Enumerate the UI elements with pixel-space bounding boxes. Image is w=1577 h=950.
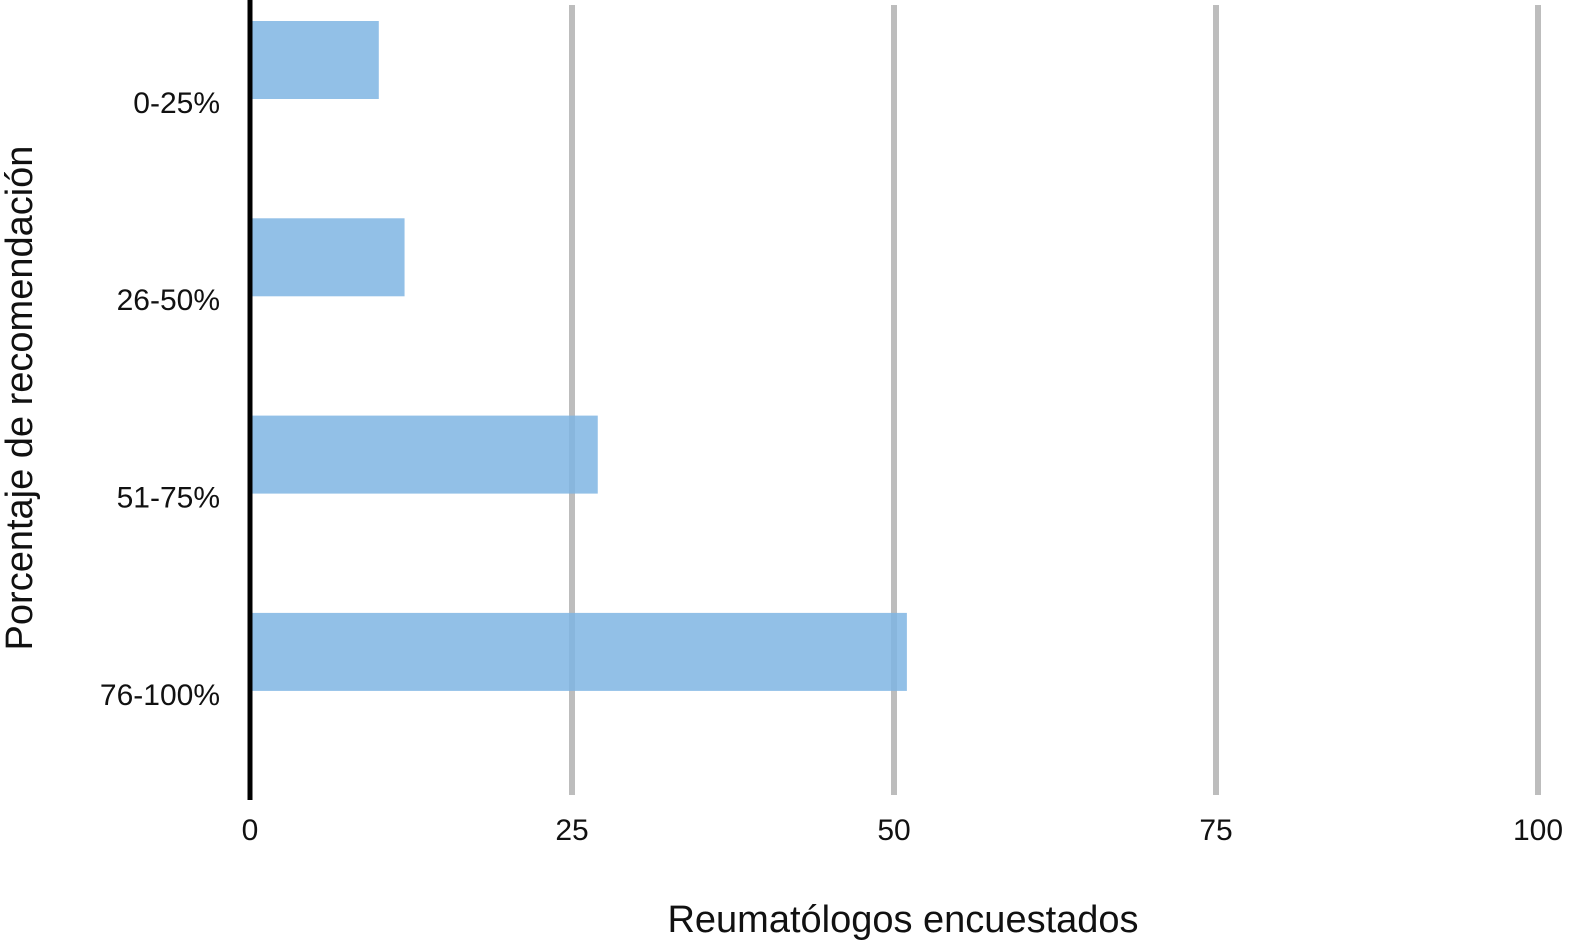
y-tick-label: 26-50% [117,284,220,317]
bar [250,415,598,494]
x-axis-label: Reumatólogos encuestados [667,899,1138,941]
x-tick-label: 100 [1513,814,1563,847]
bar [250,218,405,297]
x-tick-label: 75 [1199,814,1232,847]
y-tick-label: 0-25% [133,87,220,120]
y-tick-label: 51-75% [117,482,220,515]
y-tick-label: 76-100% [100,679,220,712]
y-axis-label: Porcentaje de recomendación [0,146,41,651]
x-tick-label: 50 [877,814,910,847]
x-tick-label: 25 [555,814,588,847]
x-tick-label: 0 [242,814,259,847]
bar [250,21,379,99]
bar [250,612,907,691]
